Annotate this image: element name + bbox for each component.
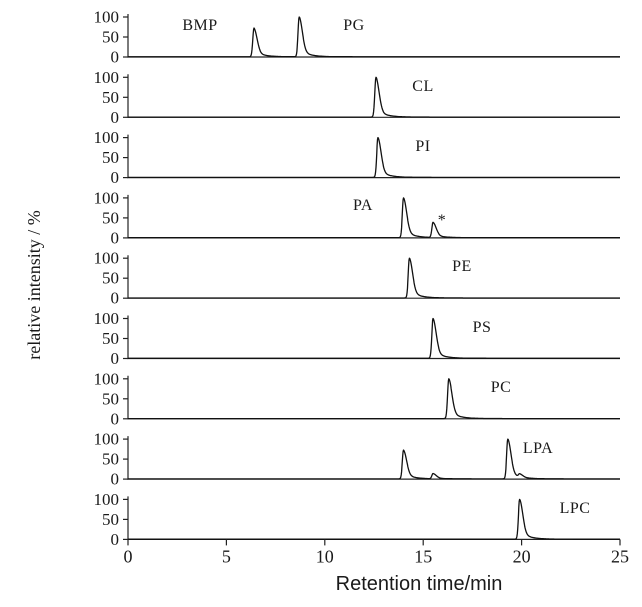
trace-pe — [127, 257, 621, 299]
series-label: PC — [491, 379, 512, 396]
series-label: LPA — [523, 440, 553, 457]
series-label: BMP — [182, 17, 217, 34]
y-tick-label: 100 — [94, 188, 120, 207]
y-tick-label: 50 — [102, 329, 119, 348]
x-tick-label: 25 — [611, 546, 629, 566]
y-tick-label: 0 — [111, 228, 120, 247]
y-tick-label: 100 — [94, 128, 120, 147]
series-label: PE — [452, 258, 472, 275]
y-tick-label: 100 — [94, 249, 120, 268]
y-tick-label: 0 — [111, 349, 120, 368]
y-tick-label: 0 — [111, 108, 120, 127]
trace-lpa — [127, 438, 621, 480]
x-axis-label: Retention time/min — [336, 573, 503, 595]
x-tick-label: 15 — [414, 546, 432, 566]
trace-pi — [127, 136, 621, 179]
x-tick-label: 5 — [222, 546, 231, 566]
y-tick-label: 0 — [111, 530, 120, 549]
y-tick-label: 50 — [102, 88, 119, 107]
panel-axes — [127, 134, 620, 179]
y-tick-label: 0 — [111, 168, 120, 187]
y-tick-label: 100 — [94, 309, 120, 328]
x-tick-label: 20 — [513, 546, 531, 566]
y-tick-label: 100 — [94, 369, 120, 388]
x-tick-label: 0 — [124, 546, 133, 566]
panel-axes — [127, 315, 620, 360]
panel-axes — [127, 496, 620, 540]
y-tick-label: 50 — [102, 510, 119, 529]
x-axis: 0 5 10 15 20 25 — [124, 539, 629, 566]
series-label: PG — [343, 17, 364, 34]
y-tick-label: 50 — [102, 208, 119, 227]
series-label: LPC — [560, 500, 591, 517]
y-tick-label: 50 — [102, 389, 119, 408]
y-tick-label: 100 — [94, 490, 120, 509]
series-label: PI — [415, 138, 430, 155]
trace-pc — [127, 378, 621, 420]
x-tick-label: 10 — [316, 546, 334, 566]
trace-ps — [127, 317, 621, 359]
series-label: CL — [412, 78, 433, 95]
y-tick-label: 50 — [102, 28, 119, 47]
panel-axes — [127, 255, 620, 299]
y-tick-label: 50 — [102, 269, 119, 288]
trace-pa — [127, 197, 621, 239]
y-tick-label: 100 — [94, 8, 120, 27]
panel-axes — [127, 375, 620, 420]
y-tick-label: 0 — [111, 48, 120, 67]
series-label: PA — [353, 197, 373, 214]
y-axis-label: relative intensity / % — [24, 210, 44, 359]
trace-cl — [127, 76, 621, 118]
y-tick-label: 100 — [94, 430, 120, 449]
y-tick-label: 50 — [102, 148, 119, 167]
y-tick-label: 0 — [111, 289, 120, 308]
peak-annotation: * — [438, 212, 447, 229]
y-tick-label: 0 — [111, 409, 120, 428]
y-tick-label: 100 — [94, 68, 120, 87]
panel-axes — [127, 194, 620, 239]
y-tick-label: 0 — [111, 470, 120, 489]
series-label: PS — [473, 319, 492, 336]
trace-lpc — [127, 498, 621, 540]
trace-bmp — [127, 16, 621, 58]
y-tick-label: 50 — [102, 450, 119, 469]
